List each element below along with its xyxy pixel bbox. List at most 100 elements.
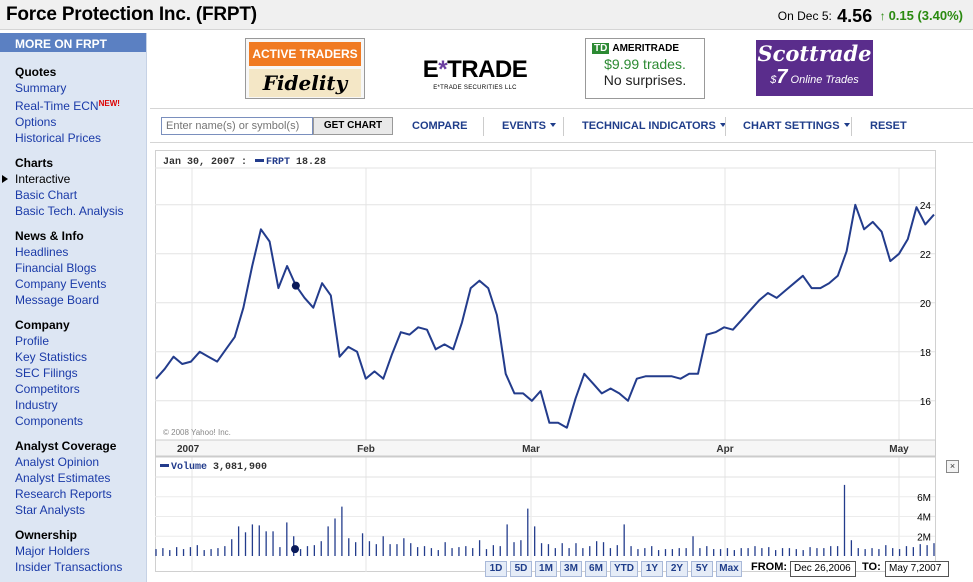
ad-ameritrade-line2: No surprises.	[603, 72, 687, 88]
price-readout: Jan 30, 2007 : FRPT 18.28	[163, 157, 326, 168]
quote-summary: On Dec 5: 4.56 ↑ 0.15 (3.40%)	[778, 6, 963, 27]
to-date-input[interactable]: May 7,2007	[885, 561, 949, 577]
sidebar-item-label: Components	[15, 414, 84, 428]
reset-button[interactable]: RESET	[870, 120, 907, 132]
y-tick-label: 22	[920, 250, 932, 261]
volume-tick-label: 2M	[917, 532, 931, 543]
quote-date-label: On Dec 5:	[777, 9, 832, 23]
sidebar-item[interactable]: Message Board	[0, 292, 146, 308]
ad-ameritrade[interactable]: TD AMERITRADE $9.99 trades. No surprises.	[585, 38, 705, 99]
events-label: EVENTS	[502, 120, 547, 132]
ad-scottrade[interactable]: Scottrade $7 Online Trades	[756, 40, 873, 96]
sidebar-item[interactable]: Real-Time ECNNEW!	[0, 96, 146, 114]
range-button[interactable]: 5Y	[691, 561, 713, 577]
highlight-point	[291, 281, 300, 290]
sidebar-item[interactable]: Basic Tech. Analysis	[0, 203, 146, 219]
range-button[interactable]: 6M	[585, 561, 607, 577]
sidebar-item[interactable]: Key Statistics	[0, 349, 146, 365]
quote-price: 4.56	[837, 6, 873, 26]
sidebar-item[interactable]: Insider Transactions	[0, 559, 146, 575]
sidebar-item-label: Company Events	[15, 277, 107, 291]
sidebar-item-label: Real-Time ECN	[15, 99, 99, 113]
sidebar-item[interactable]: Major Holders	[0, 543, 146, 559]
date-axis-strip	[155, 439, 936, 457]
sidebar-item[interactable]: Summary	[0, 80, 146, 96]
ad-etrade-star: *	[438, 56, 448, 83]
sidebar-heading: Company	[15, 318, 70, 332]
range-button[interactable]: 3M	[560, 561, 582, 577]
ad-etrade[interactable]: E*TRADE E*TRADE SECURITIES LLC	[414, 38, 536, 99]
ad-fidelity[interactable]: ACTIVE TRADERS Fidelity	[245, 38, 365, 99]
sidebar-item[interactable]: Headlines	[0, 244, 146, 260]
chart-frame	[155, 150, 936, 572]
y-tick-label: 18	[920, 348, 932, 359]
sidebar-item-label: Basic Tech. Analysis	[15, 204, 124, 218]
sidebar-item-label: Basic Chart	[15, 188, 78, 202]
sidebar-item-label: Key Statistics	[15, 350, 88, 364]
volume-label: Volume	[171, 462, 208, 473]
sidebar-item[interactable]: Historical Prices	[0, 130, 146, 146]
x-tick-label: 2007	[177, 444, 200, 455]
technical-indicators-menu[interactable]: TECHNICAL INDICATORS	[582, 120, 726, 132]
x-tick-label: May	[889, 444, 909, 455]
from-label: FROM:	[751, 561, 788, 573]
range-button[interactable]: 2Y	[666, 561, 688, 577]
range-button[interactable]: 1Y	[641, 561, 663, 577]
range-button[interactable]: Max	[716, 561, 742, 577]
volume-value: 3,081,900	[213, 462, 268, 473]
range-button[interactable]: YTD	[610, 561, 638, 577]
ad-fidelity-tagline: ACTIVE TRADERS	[249, 42, 361, 66]
sidebar-item[interactable]: Interactive	[0, 171, 146, 187]
sidebar-item-label: Industry	[15, 398, 58, 412]
ad-scottrade-offer: $7 Online Trades	[756, 66, 873, 89]
chevron-down-icon	[719, 123, 726, 127]
sidebar-item-label: Financial Blogs	[15, 261, 97, 275]
more-on-link[interactable]: MORE ON FRPT	[0, 33, 146, 52]
sidebar-item-label: Options	[15, 115, 57, 129]
sidebar-item[interactable]: SEC Filings	[0, 365, 146, 381]
sidebar-item[interactable]: Financial Blogs	[0, 260, 146, 276]
sidebar-item[interactable]: Star Analysts	[0, 502, 146, 518]
chart-toolbar: GET CHART COMPARE EVENTS TECHNICAL INDIC…	[150, 108, 973, 143]
sidebar-item[interactable]: Company Events	[0, 276, 146, 292]
ad-etrade-sub: E*TRADE SECURITIES LLC	[433, 85, 517, 91]
sidebar-section: Analyst Coverage Analyst Opinion Analyst E…	[0, 438, 146, 518]
range-button[interactable]: 5D	[510, 561, 532, 577]
sidebar-item-label: Headlines	[15, 245, 69, 259]
y-tick-label: 16	[920, 397, 932, 408]
sidebar-item[interactable]: Profile	[0, 333, 146, 349]
price-chart[interactable]: 16 18 20 22 24 2007 Feb Mar Apr May 2M 4M 6M	[155, 150, 936, 572]
sidebar-item[interactable]: Basic Chart	[0, 187, 146, 203]
sidebar-section: Quotes Summary Real-Time ECNNEW! Options His…	[0, 64, 146, 146]
ad-ameritrade-badge: TD	[592, 43, 610, 54]
page-title: Force Protection Inc. (FRPT)	[6, 4, 257, 25]
to-label: TO:	[862, 561, 881, 573]
chart-settings-menu[interactable]: CHART SETTINGS	[743, 120, 850, 132]
sidebar-item[interactable]: Components	[0, 413, 146, 429]
sidebar-heading: News & Info	[15, 229, 84, 243]
from-date-input[interactable]: Dec 26,2006	[790, 561, 856, 577]
volume-tick-label: 4M	[917, 513, 931, 524]
sidebar-item-label: Profile	[15, 334, 50, 348]
range-button[interactable]: 1M	[535, 561, 557, 577]
sidebar-item-label: Major Holders	[15, 544, 90, 558]
events-menu[interactable]: EVENTS	[502, 120, 557, 132]
readout-value: 18.28	[296, 157, 327, 168]
technical-indicators-label: TECHNICAL INDICATORS	[582, 120, 716, 132]
symbol-search-input[interactable]	[161, 117, 313, 135]
sidebar-item[interactable]: Options	[0, 114, 146, 130]
toolbar-divider	[851, 117, 852, 136]
sidebar-item[interactable]: Research Reports	[0, 486, 146, 502]
get-chart-button[interactable]: GET CHART	[313, 117, 393, 135]
compare-button[interactable]: COMPARE	[412, 120, 468, 132]
sidebar-item-label: Research Reports	[15, 487, 112, 501]
sidebar-item[interactable]: Competitors	[0, 381, 146, 397]
range-button[interactable]: 1D	[485, 561, 507, 577]
close-volume-icon[interactable]: ×	[946, 460, 959, 473]
sidebar-item[interactable]: Analyst Estimates	[0, 470, 146, 486]
chevron-down-icon	[550, 123, 557, 127]
ad-scottrade-sub: Online Trades	[790, 74, 859, 86]
sidebar-item[interactable]: Analyst Opinion	[0, 454, 146, 470]
ad-scottrade-price: 7	[776, 66, 788, 88]
sidebar-item[interactable]: Industry	[0, 397, 146, 413]
